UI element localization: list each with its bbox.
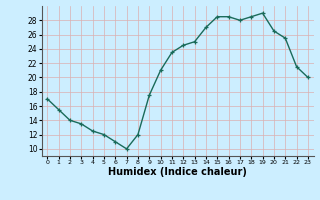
X-axis label: Humidex (Indice chaleur): Humidex (Indice chaleur) <box>108 167 247 177</box>
